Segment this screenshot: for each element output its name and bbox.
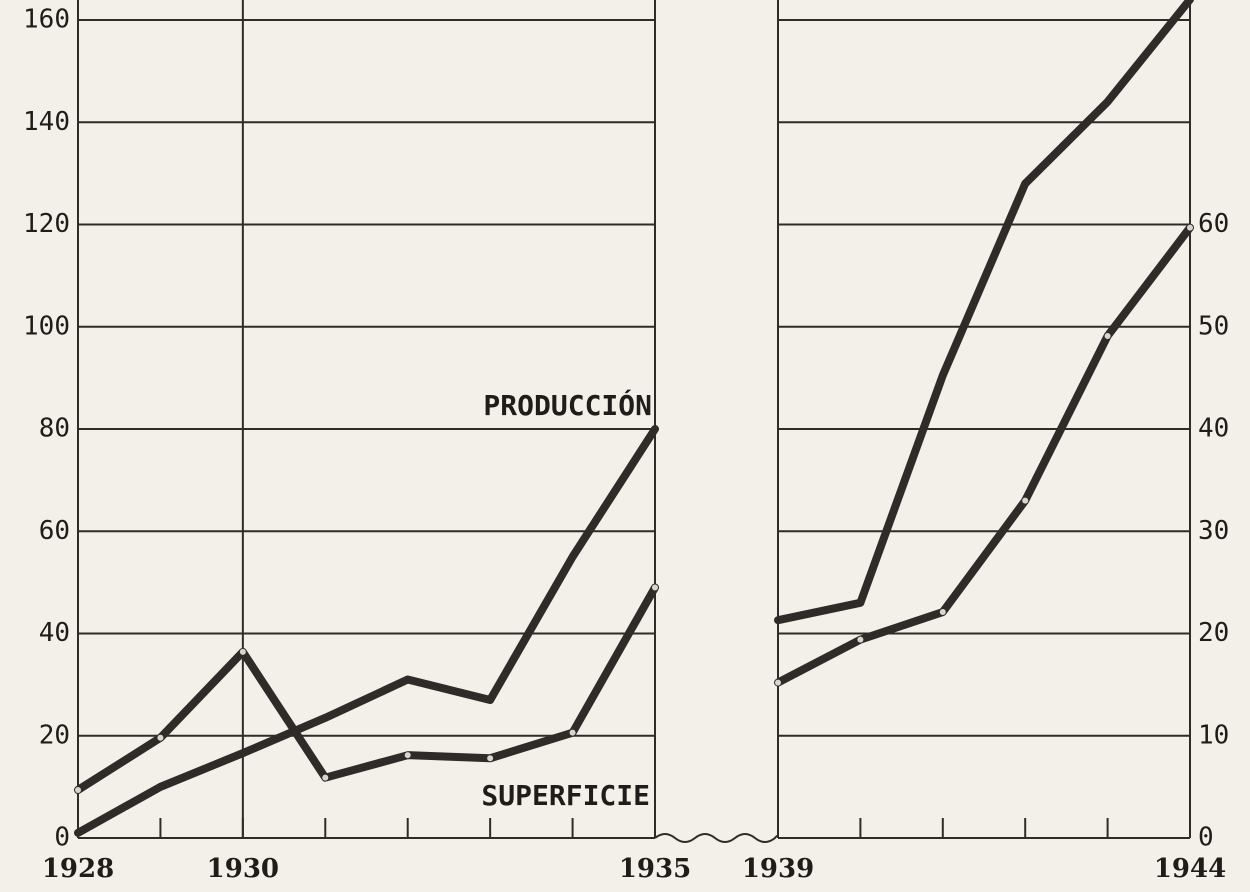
- y2-tick-label: 40: [1198, 414, 1229, 444]
- y2-tick-label: 30: [1198, 516, 1229, 546]
- y2-tick-label: 60: [1198, 209, 1229, 239]
- marker: [569, 729, 576, 736]
- y-tick-label: 140: [23, 107, 70, 137]
- marker: [1187, 224, 1193, 231]
- marker: [1022, 497, 1029, 504]
- marker: [487, 755, 494, 762]
- marker: [404, 752, 411, 759]
- x-tick-label: 1944: [1154, 854, 1226, 884]
- marker: [239, 648, 246, 655]
- y-tick-label: 40: [39, 618, 70, 648]
- marker: [857, 636, 864, 643]
- x-tick-label: 1928: [42, 854, 114, 884]
- series-label: SUPERFICIE: [481, 779, 650, 812]
- x-tick-label: 1935: [619, 854, 691, 884]
- marker: [75, 786, 81, 793]
- marker: [1104, 332, 1111, 339]
- y2-tick-label: 20: [1198, 618, 1229, 648]
- y-tick-label: 20: [39, 720, 70, 750]
- marker: [775, 679, 781, 686]
- y2-tick-label: 0: [1198, 823, 1214, 853]
- series-line: [774, 0, 1194, 625]
- y-tick-label: 0: [54, 823, 70, 853]
- axis-break: [654, 833, 779, 843]
- x-tick-label: 1939: [742, 854, 814, 884]
- marker: [322, 774, 329, 781]
- y-tick-label: 100: [23, 311, 70, 341]
- series-line: [74, 425, 659, 837]
- marker: [652, 584, 658, 591]
- y-tick-label: 60: [39, 516, 70, 546]
- y-tick-label: 80: [39, 414, 70, 444]
- marker: [157, 734, 164, 741]
- y2-tick-label: 50: [1198, 311, 1229, 341]
- y-tick-label: 120: [23, 209, 70, 239]
- series-line: [774, 223, 1194, 687]
- y2-tick-label: 10: [1198, 720, 1229, 750]
- series-line: [74, 583, 659, 794]
- series-label: PRODUCCIÓN: [483, 388, 652, 422]
- marker: [939, 609, 946, 616]
- y-tick-label: 160: [23, 5, 70, 35]
- x-tick-label: 1930: [207, 854, 279, 884]
